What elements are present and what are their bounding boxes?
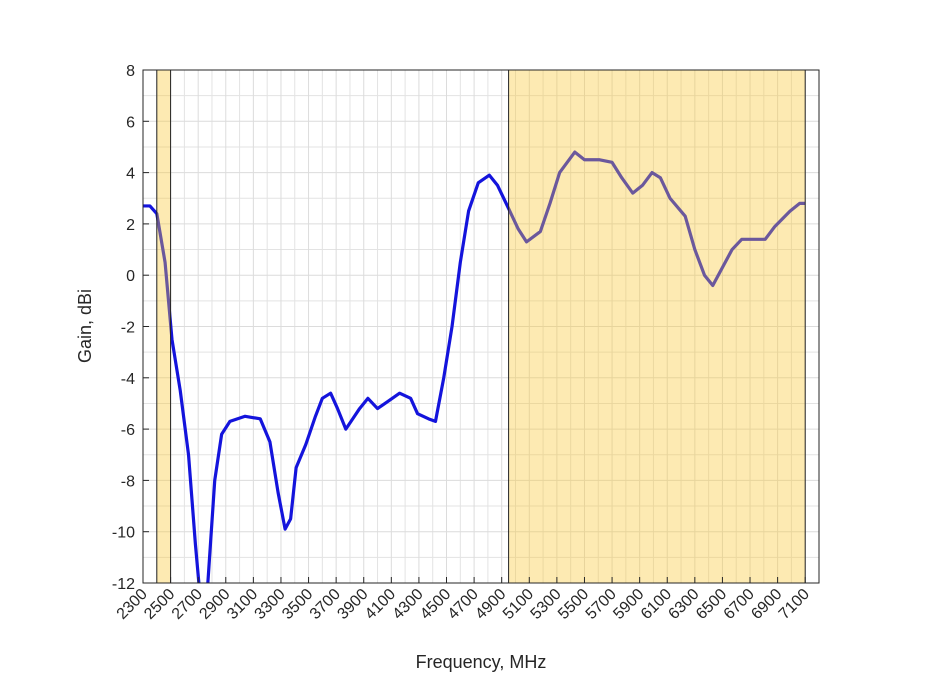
x-tick-label: 4500 <box>417 586 454 623</box>
x-axis-label: Frequency, MHz <box>416 652 547 672</box>
x-tick-label: 5100 <box>500 586 537 623</box>
x-tick-label: 6500 <box>693 586 730 623</box>
x-tick-label: 3500 <box>279 586 316 623</box>
shaded-region <box>508 70 806 583</box>
x-tick-label: 7100 <box>776 586 813 623</box>
x-tick-label: 6700 <box>721 586 758 623</box>
y-tick-label: 2 <box>126 217 135 234</box>
x-tick-label: 3300 <box>252 586 289 623</box>
x-tick-label: 3700 <box>307 586 344 623</box>
x-tick-label: 6900 <box>748 586 785 623</box>
x-tick-label: 2500 <box>141 586 178 623</box>
x-tick-label: 4100 <box>362 586 399 623</box>
x-tick-label: 5700 <box>583 586 620 623</box>
x-tick-label: 5300 <box>528 586 565 623</box>
x-tick-label: 4300 <box>390 586 427 623</box>
y-tick-label: -12 <box>112 576 135 593</box>
shaded-region <box>156 70 171 583</box>
y-tick-label: -8 <box>121 473 135 490</box>
y-tick-label: -10 <box>112 525 135 542</box>
y-tick-label: 4 <box>126 166 135 183</box>
x-tick-label: 2900 <box>196 586 233 623</box>
y-tick-label: 8 <box>126 63 135 80</box>
x-tick-label: 2700 <box>169 586 206 623</box>
x-tick-label: 5900 <box>610 586 647 623</box>
x-tick-label: 3100 <box>224 586 261 623</box>
y-axis-label: Gain, dBi <box>75 289 95 363</box>
data-line <box>143 150 806 583</box>
x-tick-label: 3900 <box>334 586 371 623</box>
y-tick-label: -6 <box>121 422 135 439</box>
y-tick-label: -2 <box>121 320 135 337</box>
y-tick-label: -4 <box>121 371 135 388</box>
x-tick-label: 6300 <box>665 586 702 623</box>
x-tick-label: 5500 <box>555 586 592 623</box>
x-tick-label: 4700 <box>445 586 482 623</box>
y-tick-label: 0 <box>126 268 135 285</box>
x-tick-label: 4900 <box>472 586 509 623</box>
y-tick-label: 6 <box>126 114 135 131</box>
x-tick-label: 6100 <box>638 586 675 623</box>
